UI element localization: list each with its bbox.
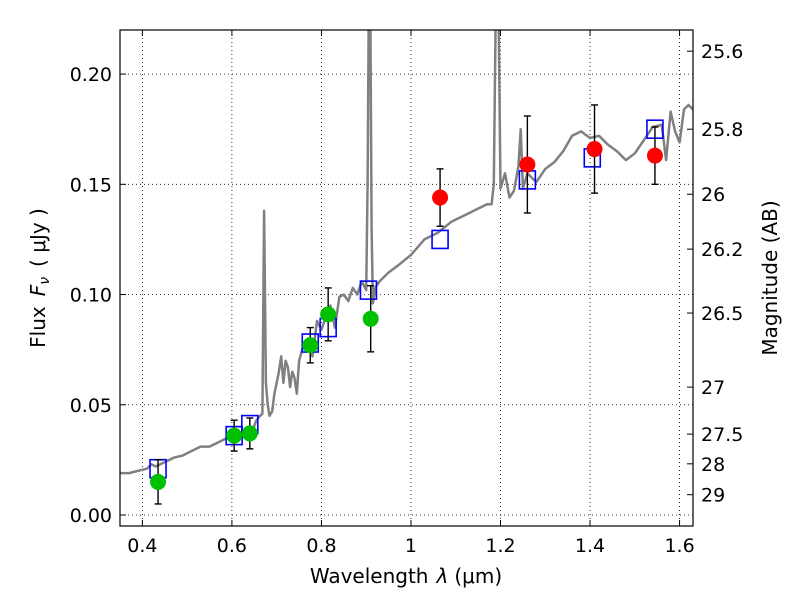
nir-data-point bbox=[519, 156, 536, 173]
tick-layer: 0.4 0.6 0.8 1 1.2 1.4 1.6 0.00 0.05 0.10 0.15 0.20 2… bbox=[70, 30, 743, 557]
x-tick-label: 1.6 bbox=[664, 535, 694, 557]
plot-area bbox=[120, 30, 693, 526]
y2-tick-label: 29 bbox=[701, 485, 725, 507]
nir-data-point bbox=[586, 141, 603, 158]
x-tick-label: 1 bbox=[405, 535, 417, 557]
y2-tick-label: 28 bbox=[701, 454, 725, 476]
optical-data-point bbox=[241, 425, 258, 442]
x-axis-label: Wavelength λ (μm) bbox=[310, 564, 502, 588]
plot-frame bbox=[119, 29, 694, 527]
marks-layer bbox=[149, 104, 664, 505]
x-tick-label: 1.4 bbox=[575, 535, 605, 557]
optical-data-point bbox=[362, 310, 379, 327]
model-photometry-square bbox=[431, 229, 449, 250]
nir-data-point bbox=[432, 189, 449, 206]
x-tick-label: 0.6 bbox=[217, 535, 247, 557]
y-tick-label: 0.20 bbox=[70, 64, 112, 86]
y-tick-label: 0.00 bbox=[70, 505, 112, 527]
optical-data-point bbox=[226, 427, 243, 444]
y2-axis-label: Magnitude (AB) bbox=[758, 200, 782, 355]
optical-data-point bbox=[320, 306, 337, 323]
y2-tick-label: 25.6 bbox=[701, 41, 743, 63]
model-photometry-square bbox=[359, 280, 378, 300]
x-tick-label: 1.2 bbox=[485, 535, 515, 557]
x-tick-label: 0.8 bbox=[306, 535, 336, 557]
y-tick-label: 0.15 bbox=[70, 174, 112, 196]
y-axis-label: FluxFν( μJy ) bbox=[26, 208, 53, 348]
y-tick-label: 0.10 bbox=[70, 285, 112, 307]
grid-lines bbox=[120, 30, 693, 526]
y2-tick-label: 27 bbox=[701, 377, 725, 399]
optical-data-point bbox=[302, 337, 319, 354]
y-tick-label: 0.05 bbox=[70, 395, 112, 417]
y2-tick-label: 26 bbox=[701, 184, 725, 206]
nir-data-point bbox=[646, 147, 663, 164]
x-tick-label: 0.4 bbox=[127, 535, 157, 557]
y2-tick-label: 25.8 bbox=[701, 119, 743, 141]
y2-tick-label: 27.5 bbox=[701, 424, 743, 446]
y2-tick-label: 26.5 bbox=[701, 303, 743, 325]
optical-data-point bbox=[150, 473, 167, 490]
y2-tick-label: 26.2 bbox=[701, 239, 743, 261]
